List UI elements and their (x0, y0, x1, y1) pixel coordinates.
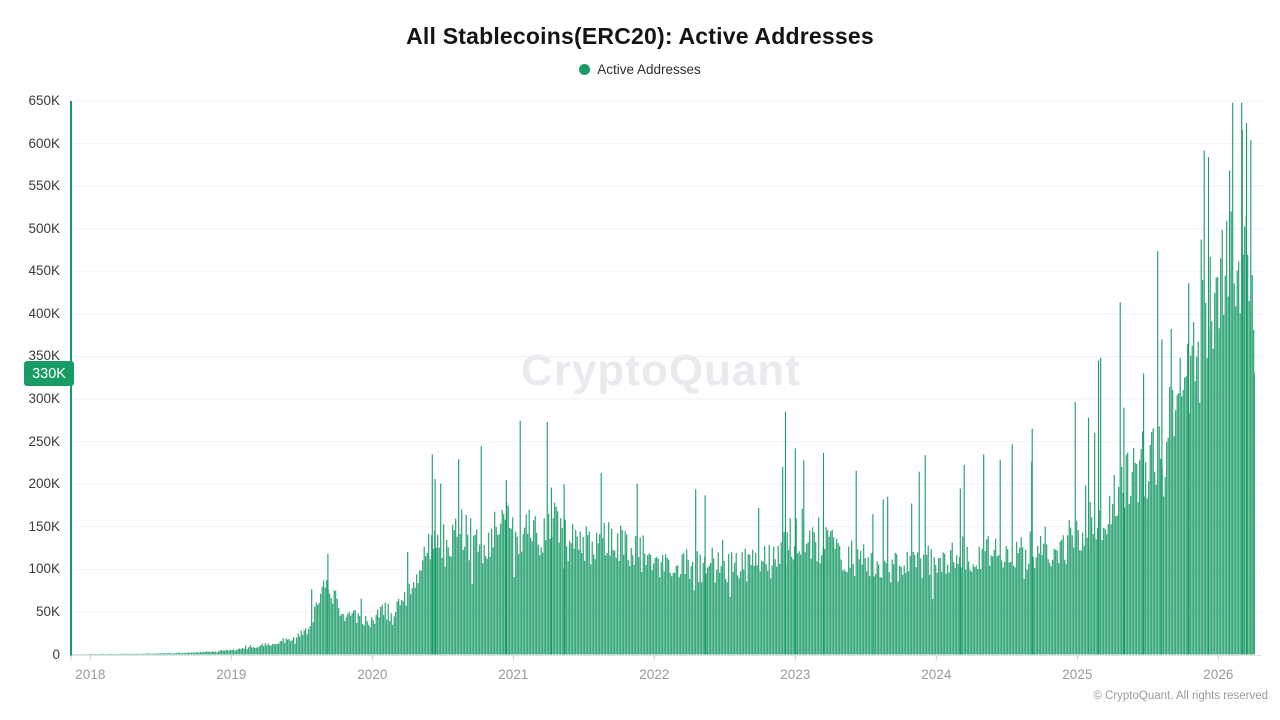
y-tick-label: 250K (28, 433, 60, 449)
latest-value-badge: 330K (24, 361, 74, 386)
y-tick-label: 0 (52, 646, 60, 662)
y-tick-label: 200K (28, 476, 60, 492)
x-tick-label: 2025 (1062, 667, 1093, 682)
y-tick-label: 600K (28, 135, 60, 151)
x-tick-label: 2026 (1203, 667, 1234, 682)
y-tick-label: 450K (28, 263, 60, 279)
active-addresses-bars (72, 102, 1255, 655)
x-tick-label: 2019 (216, 667, 247, 682)
y-tick-label: 150K (28, 518, 60, 534)
copyright-text: © CryptoQuant. All rights reserved (1093, 690, 1268, 702)
x-tick-label: 2018 (75, 667, 106, 682)
legend-label: Active Addresses (597, 62, 701, 77)
x-tick-label: 2022 (639, 667, 670, 682)
y-tick-label: 50K (35, 603, 60, 619)
y-tick-label: 500K (28, 220, 60, 236)
x-tick-label: 2023 (780, 667, 811, 682)
y-tick-label: 400K (28, 305, 60, 321)
x-tick-label: 2020 (357, 667, 388, 682)
legend-item-active-addresses[interactable]: Active Addresses (0, 62, 1280, 77)
legend-marker-icon (579, 64, 591, 75)
x-tick-label: 2021 (498, 667, 529, 682)
y-tick-label: 550K (28, 178, 60, 194)
chart-title: All Stablecoins(ERC20): Active Addresses (406, 23, 874, 49)
y-tick-label: 650K (28, 93, 60, 108)
x-tick-label: 2024 (921, 667, 952, 682)
y-tick-label: 350K (28, 348, 60, 364)
y-tick-label: 300K (28, 391, 60, 407)
y-tick-label: 100K (28, 561, 60, 577)
